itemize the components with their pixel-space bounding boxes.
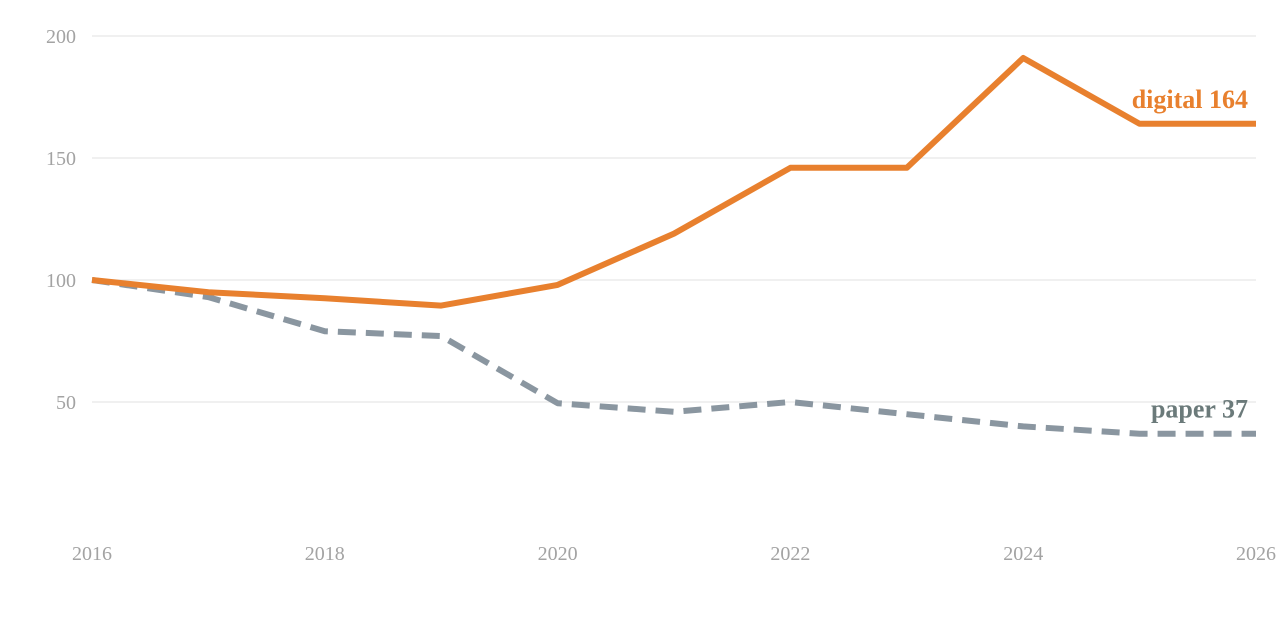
series-line-digital [91, 55, 1256, 309]
series-lines [91, 55, 1256, 437]
y-axis-ticks: 50 100 150 200 [46, 26, 76, 414]
x-axis-ticks: 2016 2018 2020 2022 2024 2026 [72, 543, 1276, 565]
grid [92, 35, 1256, 403]
x-tick-label: 2018 [305, 543, 345, 565]
x-tick-label: 2024 [1003, 543, 1043, 565]
end-label-digital: digital 164 [1132, 85, 1248, 114]
y-tick-label: 200 [46, 26, 76, 48]
x-tick-label: 2016 [72, 543, 112, 565]
y-tick-label: 50 [56, 392, 76, 414]
x-tick-label: 2022 [770, 543, 810, 565]
y-tick-label: 150 [46, 148, 76, 170]
end-label-paper: paper 37 [1151, 395, 1248, 424]
series-end-labels: paper 37 digital 164 [1132, 85, 1248, 424]
y-tick-label: 100 [46, 270, 76, 292]
series-line-paper [91, 277, 1256, 437]
x-tick-label: 2026 [1236, 543, 1276, 565]
x-tick-label: 2020 [538, 543, 578, 565]
